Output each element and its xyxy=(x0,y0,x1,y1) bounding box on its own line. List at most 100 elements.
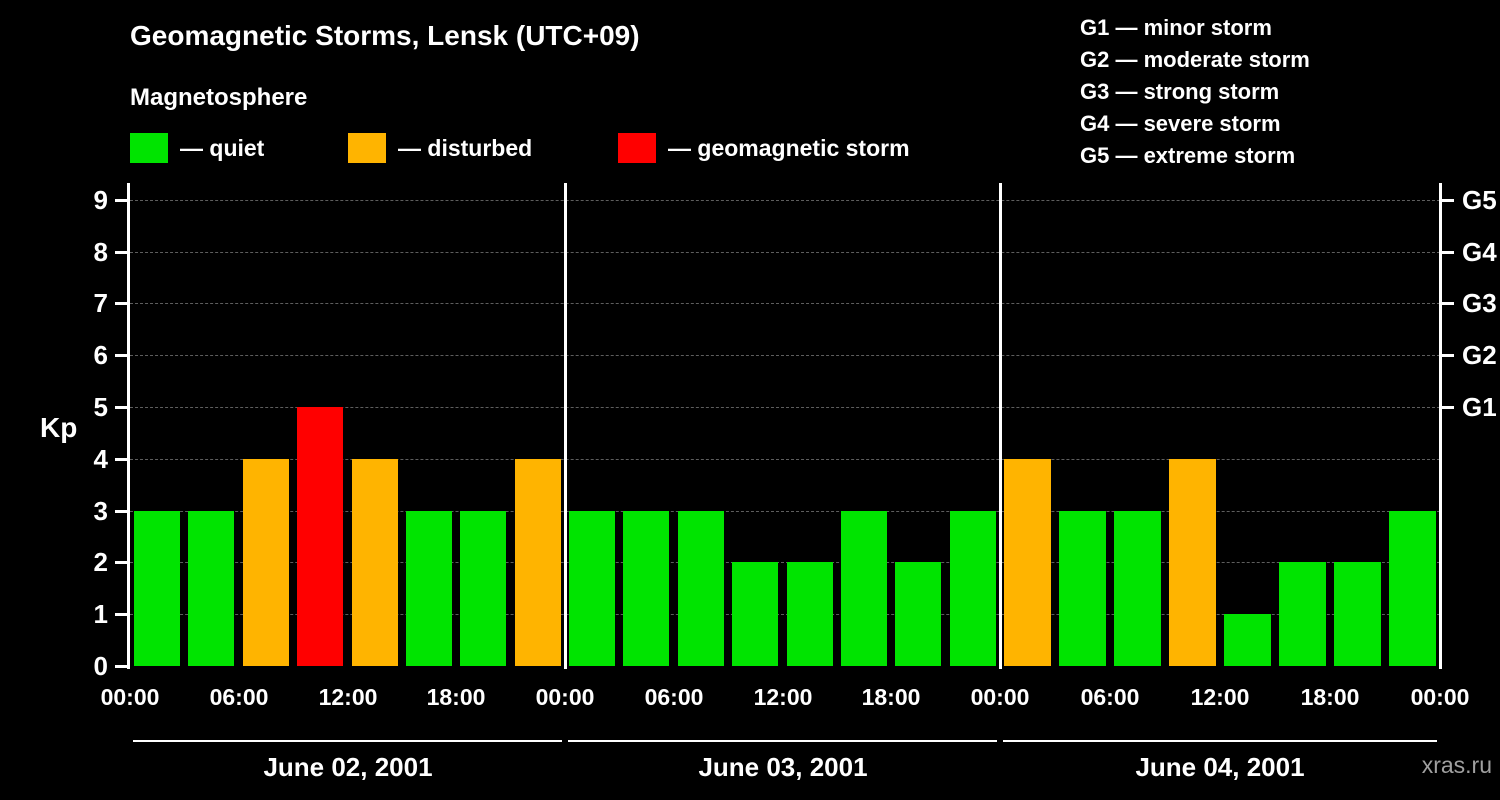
g-axis-label: G5 xyxy=(1462,185,1497,215)
g-tick xyxy=(1442,406,1454,409)
y-tick xyxy=(115,613,127,616)
kp-bar xyxy=(623,511,669,666)
kp-bar xyxy=(678,511,724,666)
chart-title: Geomagnetic Storms, Lensk (UTC+09) xyxy=(130,20,640,51)
g-axis-label: G3 xyxy=(1462,288,1497,318)
x-tick-label: 00:00 xyxy=(1410,684,1470,710)
grid-line xyxy=(130,252,1440,253)
kp-bar xyxy=(732,562,778,666)
x-tick-label: 00:00 xyxy=(535,684,595,710)
grid-line xyxy=(130,562,1440,563)
kp-bar xyxy=(841,511,887,666)
kp-bar xyxy=(1279,562,1326,666)
x-tick-label: 12:00 xyxy=(318,684,378,710)
grid-line xyxy=(130,200,1440,201)
y-tick xyxy=(115,251,127,254)
legend-label-storm: — geomagnetic storm xyxy=(668,135,910,161)
y-tick xyxy=(115,561,127,564)
g-tick xyxy=(1442,199,1454,202)
x-tick-label: 18:00 xyxy=(861,684,921,710)
g-legend-item: G5 — extreme storm xyxy=(1080,143,1296,168)
date-axis-line xyxy=(1003,740,1437,742)
kp-bar xyxy=(1169,459,1216,666)
kp-bar xyxy=(1059,511,1106,666)
grid-line xyxy=(130,355,1440,356)
kp-bar xyxy=(787,562,833,666)
y-tick-label: 1 xyxy=(93,599,108,629)
g-scale-legend: G1 — minor storm G2 — moderate storm G3 — … xyxy=(1080,12,1310,172)
g-axis-label: G4 xyxy=(1462,237,1497,267)
kp-bar xyxy=(569,511,615,666)
g-legend-item: G4 — severe storm xyxy=(1080,111,1281,136)
y-tick xyxy=(115,302,127,305)
date-label: June 03, 2001 xyxy=(698,752,868,782)
date-axis-line xyxy=(568,740,997,742)
y-tick-label: 4 xyxy=(93,444,108,474)
y-tick xyxy=(115,510,127,513)
x-tick-label: 18:00 xyxy=(426,684,486,710)
kp-bar xyxy=(243,459,289,666)
kp-bar xyxy=(134,511,180,666)
g-legend-item: G2 — moderate storm xyxy=(1080,47,1310,72)
x-tick-label: 06:00 xyxy=(209,684,269,710)
x-tick-label: 12:00 xyxy=(1190,684,1250,710)
g-tick xyxy=(1442,251,1454,254)
kp-bar xyxy=(1004,459,1051,666)
y-tick xyxy=(115,406,127,409)
kp-bar xyxy=(515,459,561,666)
y-tick xyxy=(115,665,127,668)
y-tick xyxy=(115,354,127,357)
y-tick-label: 9 xyxy=(93,185,108,215)
kp-bar xyxy=(1334,562,1381,666)
y-tick-label: 2 xyxy=(93,547,108,577)
grid-line xyxy=(130,459,1440,460)
kp-bar xyxy=(406,511,452,666)
grid-line xyxy=(130,303,1440,304)
kp-bar xyxy=(297,407,343,666)
watermark: xras.ru xyxy=(1421,752,1492,778)
kp-bar xyxy=(460,511,506,666)
date-axis-line xyxy=(133,740,562,742)
y-tick-label: 5 xyxy=(93,392,108,422)
x-tick-label: 18:00 xyxy=(1300,684,1360,710)
legend-label-disturbed: — disturbed xyxy=(398,135,533,161)
panel-separator xyxy=(999,183,1002,669)
kp-bar xyxy=(352,459,398,666)
legend-label-quiet: — quiet xyxy=(180,135,265,161)
legend-swatch-disturbed xyxy=(348,133,386,163)
g-tick xyxy=(1442,302,1454,305)
grid-line xyxy=(130,511,1440,512)
date-label: June 02, 2001 xyxy=(263,752,433,782)
y-tick xyxy=(115,199,127,202)
y-tick-label: 6 xyxy=(93,340,108,370)
grid-line xyxy=(130,614,1440,615)
right-axis-line xyxy=(1439,183,1442,669)
y-tick-label: 0 xyxy=(93,651,108,681)
x-tick-label: 00:00 xyxy=(100,684,160,710)
grid-line xyxy=(130,407,1440,408)
x-tick-label: 00:00 xyxy=(970,684,1030,710)
g-legend-item: G3 — strong storm xyxy=(1080,79,1280,104)
kp-bar xyxy=(1389,511,1436,666)
g-axis-label: G2 xyxy=(1462,340,1497,370)
kp-bar xyxy=(188,511,234,666)
date-label: June 04, 2001 xyxy=(1135,752,1305,782)
y-axis-line xyxy=(127,183,130,669)
g-axis-label: G1 xyxy=(1462,392,1497,422)
y-tick xyxy=(115,458,127,461)
y-tick-label: 3 xyxy=(93,496,108,526)
g-tick xyxy=(1442,354,1454,357)
x-tick-label: 12:00 xyxy=(753,684,813,710)
legend-swatch-quiet xyxy=(130,133,168,163)
panel-separator xyxy=(564,183,567,669)
g-legend-item: G1 — minor storm xyxy=(1080,15,1272,40)
kp-bar xyxy=(895,562,941,666)
y-axis-title: Kp xyxy=(40,412,78,443)
magnetosphere-label: Magnetosphere xyxy=(130,84,308,111)
y-tick-label: 7 xyxy=(93,288,108,318)
x-tick-label: 06:00 xyxy=(1080,684,1140,710)
y-tick-label: 8 xyxy=(93,237,108,267)
kp-bar xyxy=(1224,614,1271,666)
legend-swatch-storm xyxy=(618,133,656,163)
